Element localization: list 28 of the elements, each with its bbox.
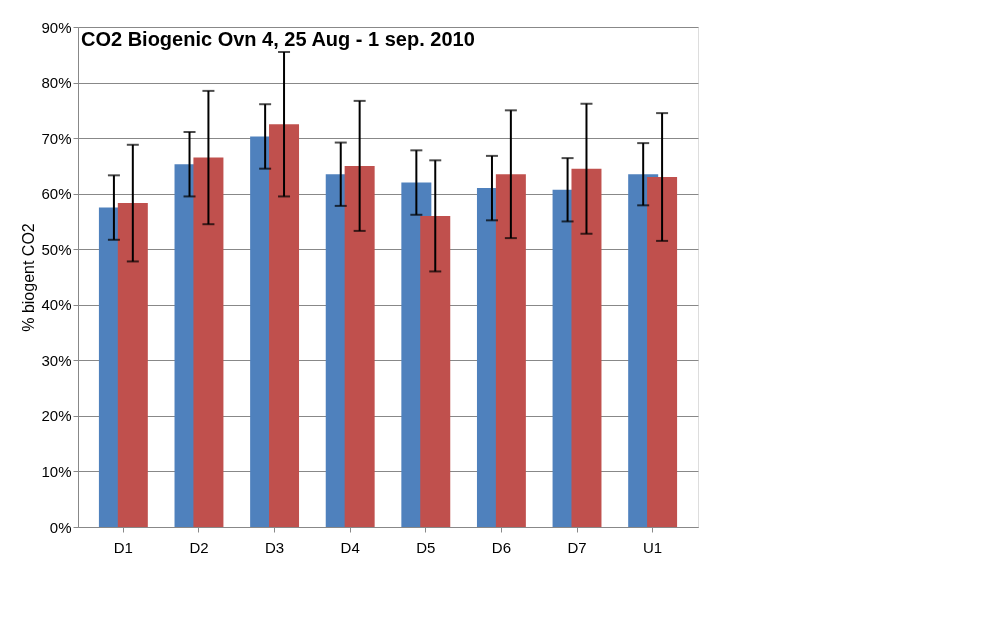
y-tick-label: 60%	[41, 185, 72, 203]
bar	[420, 215, 451, 527]
x-tick-label: D2	[189, 538, 209, 556]
bar	[269, 124, 300, 527]
bar	[571, 168, 602, 527]
x-tick-label: D3	[264, 538, 285, 556]
x-tick-label: U1	[643, 538, 663, 556]
x-tick-label: D5	[416, 538, 436, 556]
bar	[344, 165, 375, 527]
y-tick-label: 50%	[41, 240, 72, 258]
y-axis-title: % biogent CO2	[20, 223, 38, 332]
y-tick-label: 80%	[41, 74, 72, 92]
y-tick-label: 40%	[41, 296, 72, 314]
x-tick-label: D1	[113, 538, 133, 556]
y-tick-label: 90%	[41, 18, 72, 36]
bar	[495, 174, 526, 527]
y-tick-label: 30%	[41, 351, 72, 369]
x-tick-label: D4	[340, 538, 360, 556]
chart-title: CO2 Biogenic Ovn 4, 25 Aug - 1 sep. 2010	[80, 28, 475, 50]
y-tick-label: 10%	[41, 462, 72, 480]
x-tick-label: D7	[567, 538, 587, 556]
y-tick-label: 70%	[41, 129, 72, 147]
bar	[193, 157, 224, 527]
bar	[117, 203, 148, 527]
y-tick-label: 0%	[49, 518, 72, 536]
y-tick-label: 20%	[41, 407, 72, 425]
x-tick-label: D6	[491, 538, 512, 556]
bar	[647, 177, 678, 527]
